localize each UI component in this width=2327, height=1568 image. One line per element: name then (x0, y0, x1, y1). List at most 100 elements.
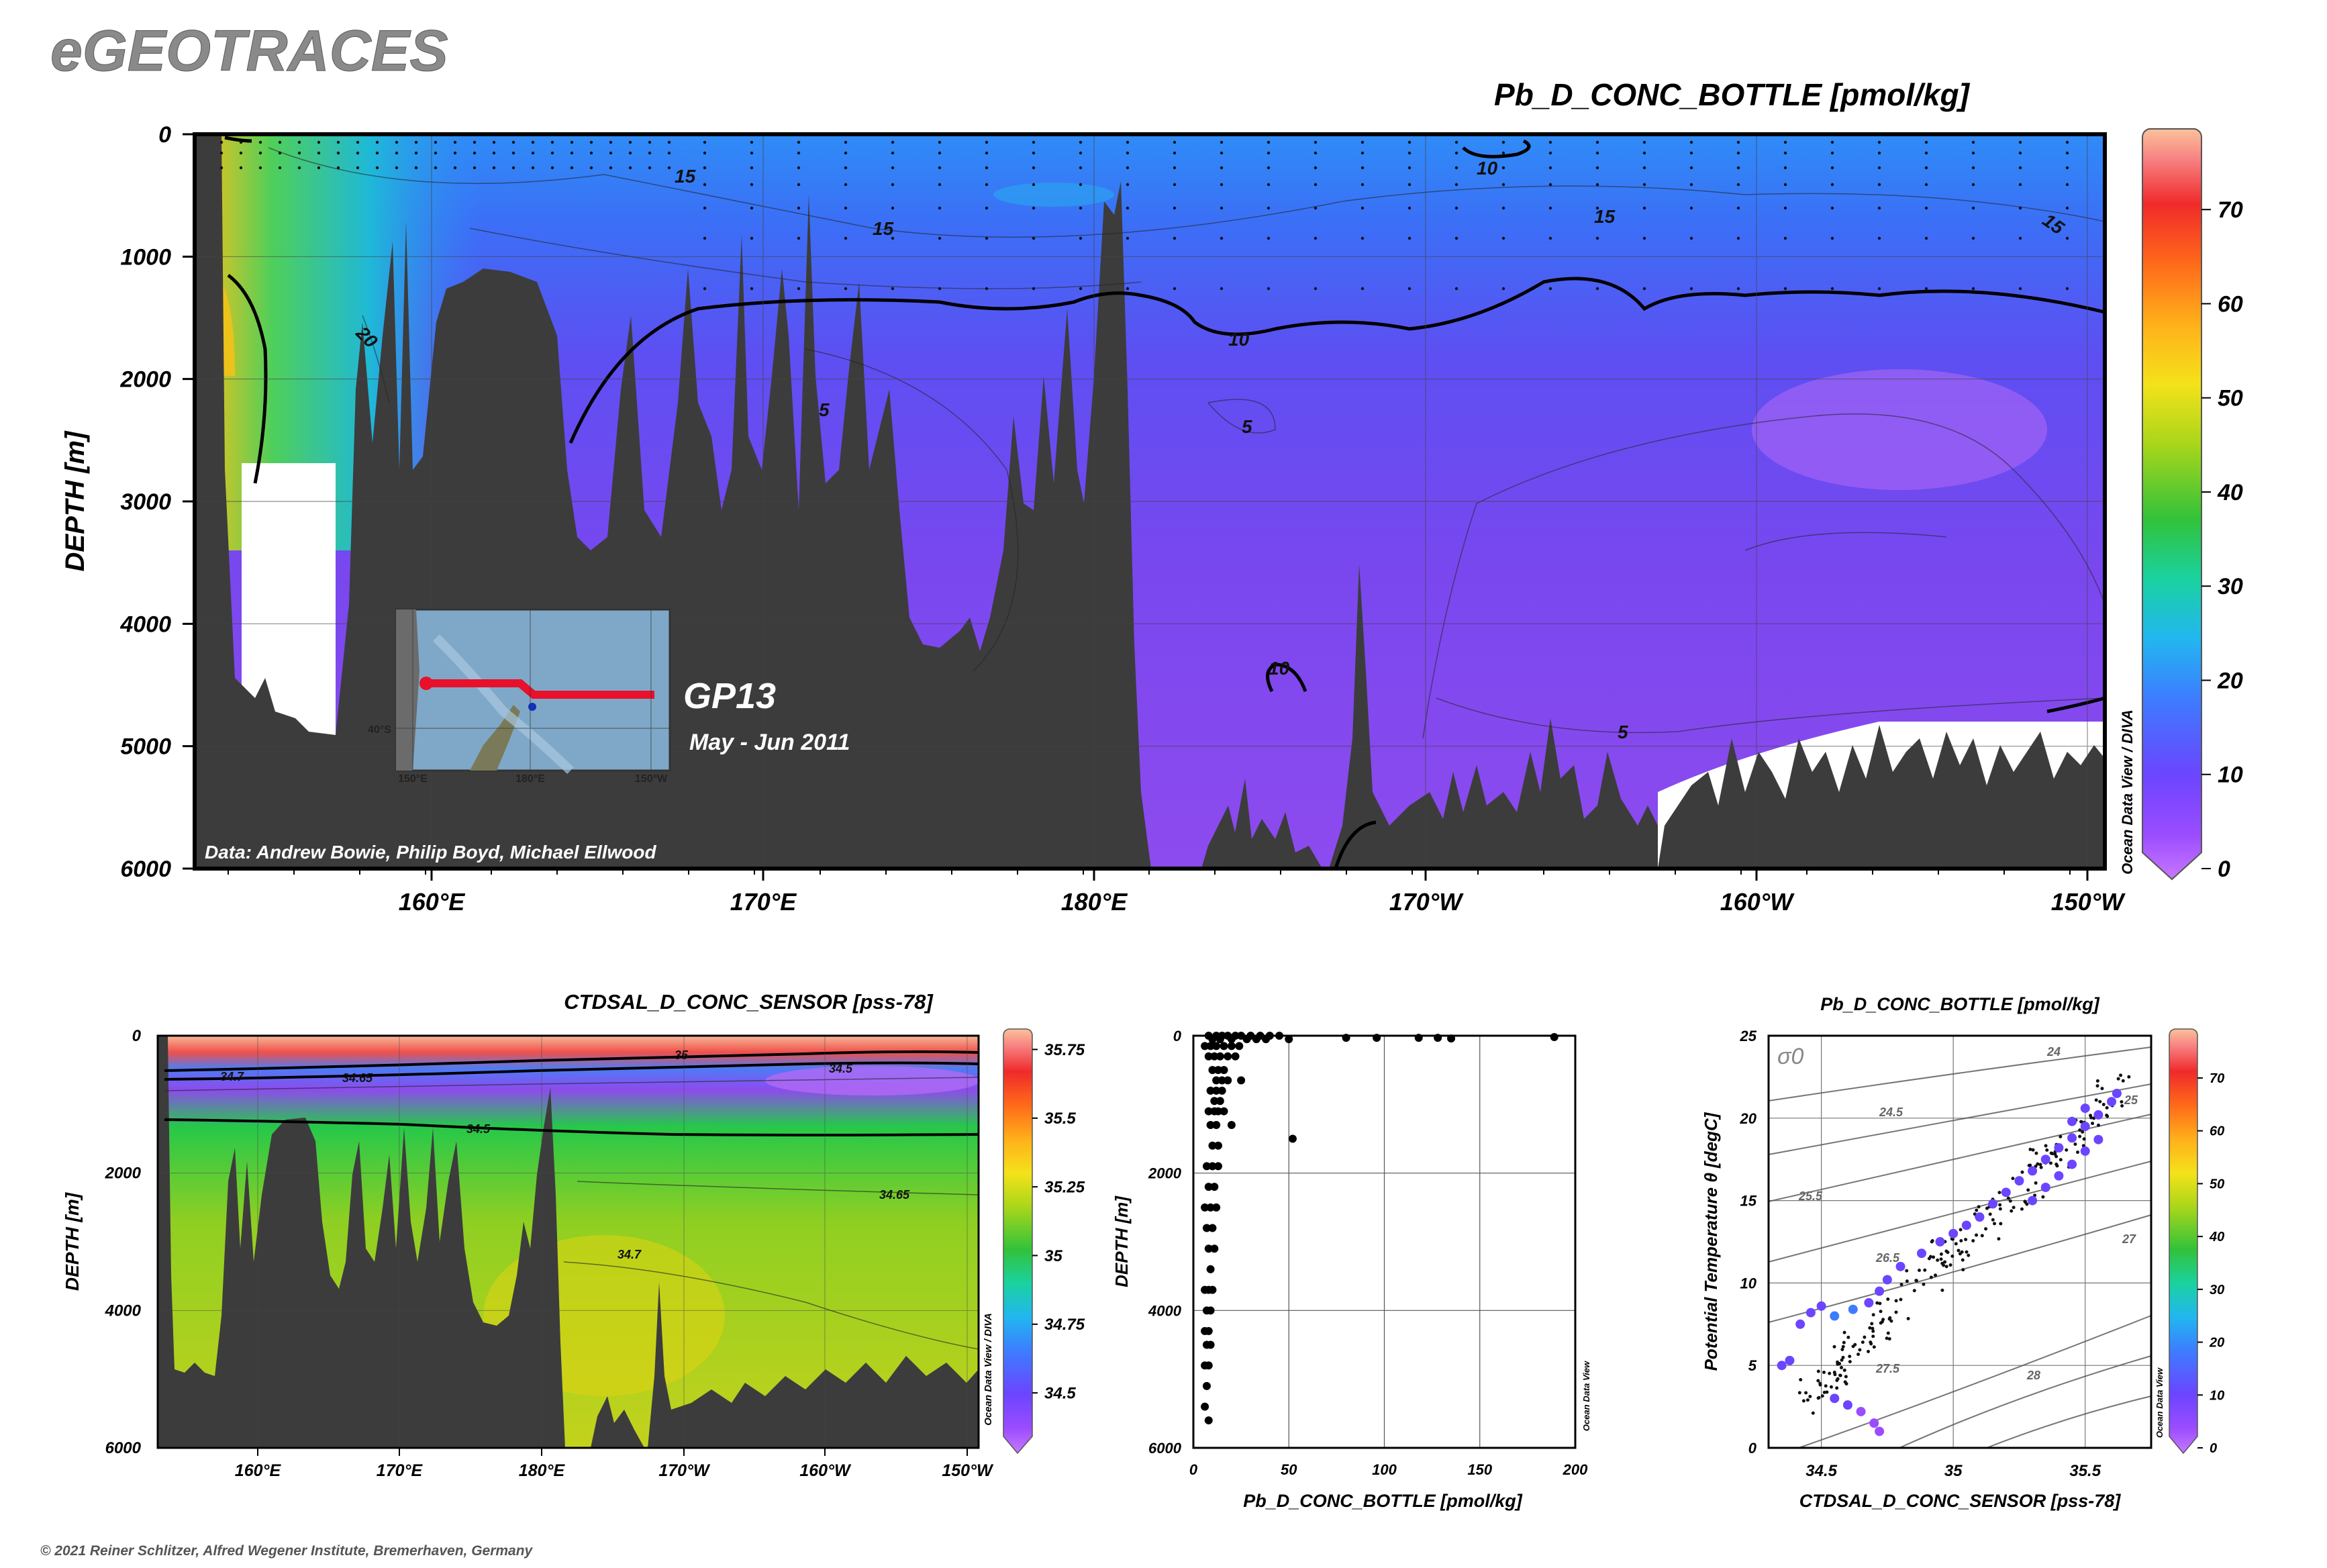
pb-sample-dot (1877, 236, 1881, 240)
pb-sample-dot (1173, 166, 1177, 170)
pb-section-title: Pb_D_CONC_BOTTLE [pmol/kg] (1494, 77, 1971, 112)
pb-colorbar-ticks: 0 10 20 30 40 50 60 70 (2201, 197, 2243, 882)
ts-ctd-point (1967, 1253, 1971, 1257)
pb-sample-dot (1689, 140, 1693, 144)
pb-sample-dot (1032, 287, 1036, 291)
colorbar-tick-label: 60 (2218, 291, 2243, 317)
ts-pb-point (2093, 1134, 2103, 1144)
pb-sample-dot (1220, 166, 1224, 170)
pb-sample-dot (1220, 206, 1224, 210)
ts-ctd-point (1879, 1321, 1883, 1325)
ts-ctd-point (2073, 1142, 2077, 1146)
salinity-y-tick-label: 4000 (105, 1302, 142, 1320)
pb-sample-dot (1971, 236, 1975, 240)
pb-x-tick-label: 160°W (1720, 888, 1795, 916)
ts-ctd-point (2098, 1099, 2102, 1104)
ts-ctd-point (2101, 1102, 2106, 1106)
ts-ctd-point (1829, 1385, 1833, 1389)
ts-ctd-point (1879, 1310, 1883, 1314)
pb-sample-dot (336, 140, 340, 144)
ts-ctd-point (1975, 1233, 1979, 1237)
pb-sample-dot (492, 140, 496, 144)
ts-pb-point (2067, 1133, 2077, 1143)
ts-ctd-point (1840, 1365, 1844, 1369)
salinity-bathymetry-east (591, 1282, 979, 1448)
pb-sample-dot (1736, 166, 1740, 170)
pb-sample-dot (550, 151, 554, 155)
pb-sample-dot (985, 287, 989, 291)
ts-ctd-point (2055, 1164, 2059, 1168)
ts-pb-point (1842, 1400, 1852, 1410)
inset-cruise-track (426, 679, 654, 699)
ts-x-tick-label: 35.5 (2069, 1462, 2101, 1480)
ts-ctd-point (1914, 1279, 1918, 1283)
ts-ctd-point (1820, 1394, 1824, 1398)
ts-ctd-point (1988, 1212, 1992, 1216)
pb-depth-point (1227, 1121, 1236, 1130)
ts-ctd-point (1858, 1348, 1862, 1352)
pb-sample-dot (1360, 151, 1365, 155)
pb-depth-point (1212, 1121, 1221, 1130)
ts-ylabel: Potential Temperature θ [degC] (1701, 1112, 1721, 1371)
pb-sample-dot (1220, 236, 1224, 240)
pb-sample-dot (1595, 140, 1599, 144)
pb-depth-point (1373, 1034, 1381, 1042)
pb-sample-dot (1689, 206, 1693, 210)
pb-sample-dot (511, 166, 515, 170)
pb-sample-dot (985, 206, 989, 210)
ts-ctd-point (1998, 1207, 2002, 1211)
pb-depth-point (1227, 1035, 1236, 1044)
ts-ctd-point (2039, 1165, 2043, 1169)
pb-sample-dot (1642, 206, 1646, 210)
pb-contour-label: 10 (1477, 158, 1498, 179)
ts-ctd-point (1961, 1268, 1965, 1272)
pb-sample-dot (356, 166, 360, 170)
pb-sample-dot (1454, 140, 1458, 144)
pb-depth-point (1208, 1285, 1217, 1294)
pb-depth-point (1224, 1052, 1232, 1061)
pb-depth-point (1206, 1086, 1215, 1095)
ts-ctd-point (1851, 1344, 1855, 1349)
pb-sample-dot (492, 151, 496, 155)
ts-ctd-point (1835, 1379, 1839, 1383)
ts-ctd-point (2027, 1163, 2031, 1167)
pb-sample-dot (1126, 183, 1130, 187)
pb-sample-dot (1783, 166, 1787, 170)
pb-y-tick-label: 5000 (120, 734, 171, 760)
pb-sample-dot (1971, 166, 1975, 170)
pb-depth-point (1208, 1224, 1217, 1232)
pb-sample-dot (985, 183, 989, 187)
ts-isopycnal-labels: 24 24.5 25 25.5 26.5 27 27.5 28 (1798, 1045, 2138, 1382)
pb-depth-point (1206, 1265, 1215, 1273)
ts-plot-frame (1767, 1034, 2152, 1449)
ts-ctd-point (1993, 1222, 1997, 1226)
pb-sample-dot (1877, 206, 1881, 210)
ts-y-tick-label: 5 (1748, 1357, 1757, 1374)
pb-sample-dot (1032, 206, 1036, 210)
ts-pb-point (1895, 1261, 1905, 1271)
pb-sample-dot (1877, 166, 1881, 170)
pb-sample-dot (648, 151, 652, 155)
ts-ctd-point (1977, 1205, 1981, 1209)
ts-ctd-point (2078, 1128, 2082, 1132)
ts-ctd-point (1878, 1302, 1882, 1306)
ts-ctd-point (1894, 1310, 1898, 1314)
pb-sample-dot (297, 151, 301, 155)
cruise-track-inset-map: 40°S 150°E 180°E 150°W GP13 May - Jun 20… (368, 608, 850, 785)
ts-ctd-point (1959, 1239, 1963, 1243)
pb-sample-dot (258, 151, 262, 155)
ts-pb-point (1869, 1418, 1879, 1428)
pb-sample-dot (667, 140, 671, 144)
salinity-contour-label: 34.5 (829, 1062, 853, 1075)
salinity-x-tick-label: 150°W (942, 1461, 994, 1480)
pb-sample-dot (1642, 140, 1646, 144)
ts-pb-point (1830, 1311, 1840, 1321)
pb-sample-dot (1032, 236, 1036, 240)
ts-ctd-point (1863, 1335, 1867, 1339)
ts-pb-point (1864, 1297, 1874, 1308)
pb-sample-dot (570, 140, 574, 144)
ts-ctd-point (2105, 1114, 2109, 1118)
ts-ctd-point (1838, 1373, 1842, 1377)
pb-depth-y-tick-label: 4000 (1148, 1302, 1182, 1319)
